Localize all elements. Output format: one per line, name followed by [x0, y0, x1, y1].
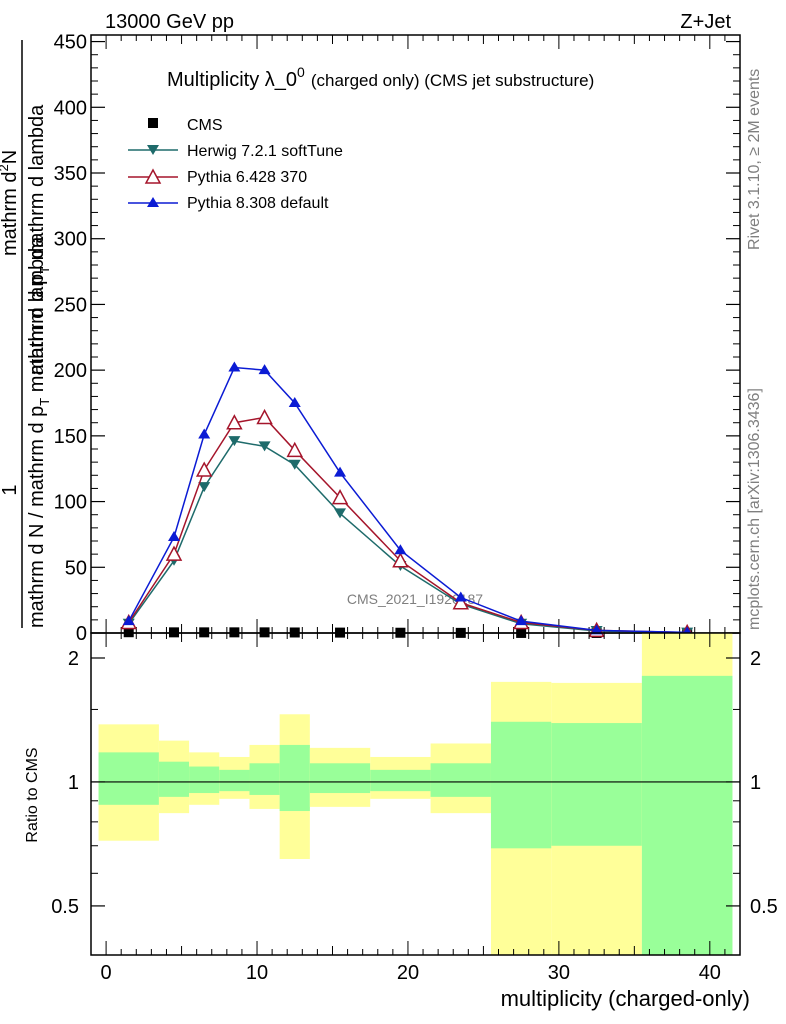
- ratio-band-green: [430, 763, 491, 797]
- ratio-band-green: [641, 675, 733, 955]
- ratio-plot-frame: [90, 632, 741, 956]
- mcplots-label: mcplots.cern.ch [arXiv:1306.3436]: [746, 388, 763, 630]
- y-axis-label: 1 mathrm d N / mathrm d pT mathrm d lamb…: [0, 40, 52, 628]
- ratio-tick-label-right: 2: [750, 648, 761, 670]
- pythia8-point: [334, 466, 347, 477]
- ratio-band-green: [158, 761, 190, 797]
- series-line-1: [128, 440, 688, 634]
- legend-herwig-label: Herwig 7.2.1 softTune: [187, 143, 343, 160]
- ratio-band-green: [490, 721, 552, 849]
- pythia8-point: [168, 531, 181, 542]
- ratio-band-green: [279, 744, 310, 812]
- herwig-point: [258, 441, 271, 452]
- ratio-band-green: [219, 769, 250, 792]
- ratio-x-ticks: 0 10 20 30 40: [101, 633, 726, 984]
- ratio-band-green: [370, 769, 431, 792]
- ratio-tick-label: 2: [68, 648, 79, 670]
- ratio-y-ticks: 0.5 0.5 1 1 2 2: [51, 648, 778, 918]
- ratio-band-green: [309, 763, 371, 794]
- ratio-bands: [98, 633, 733, 955]
- ratio-tick-label-right: 0.5: [750, 896, 778, 918]
- pythia6-point: [286, 441, 304, 458]
- y-tick-label: 450: [54, 32, 87, 54]
- pythia8-point: [122, 615, 135, 626]
- pythia6-point: [392, 552, 409, 568]
- x-tick-label: 0: [101, 962, 112, 984]
- y-tick-label: 0: [76, 623, 87, 645]
- legend-pythia6-marker: [144, 168, 162, 184]
- plot-title: Multiplicity λ_00 (charged only) (CMS jet…: [167, 64, 594, 91]
- x-tick-label: 30: [548, 962, 570, 984]
- pythia6-point: [195, 461, 213, 477]
- pythia8-point: [288, 397, 301, 407]
- y-tick-label: 200: [54, 360, 87, 382]
- pythia6-point: [165, 545, 183, 561]
- y-tick-label: 50: [65, 557, 87, 579]
- y-tick-label: 400: [54, 97, 87, 119]
- ratio-band-green: [249, 763, 280, 795]
- pythia8-point: [198, 428, 211, 439]
- svg-text:mathrm d pT mathrm d lambda: mathrm d pT mathrm d lambda: [26, 104, 52, 375]
- svg-text:mathrm d2N: mathrm d2N: [0, 150, 21, 256]
- pythia6-point: [452, 594, 470, 610]
- legend-herwig-marker: [147, 145, 159, 155]
- pythia8-point: [258, 364, 271, 375]
- ratio-y-label: Ratio to CMS: [24, 747, 41, 842]
- ratio-band-green: [189, 766, 220, 794]
- y-tick-label: 150: [54, 426, 87, 448]
- ratio-band-green: [551, 723, 642, 846]
- legend-pythia8-marker: [147, 197, 159, 207]
- y-tick-label: 300: [54, 229, 87, 251]
- svg-text:1: 1: [0, 484, 21, 495]
- pythia6-point: [331, 489, 349, 505]
- x-tick-label: 20: [397, 962, 419, 984]
- rivet-version-label: Rivet 3.1.10, ≥ 2M events: [746, 69, 763, 250]
- legend-cms-marker: [148, 118, 158, 128]
- x-tick-label: 40: [699, 962, 721, 984]
- legend-pythia8-label: Pythia 8.308 default: [187, 195, 329, 212]
- ratio-tick-label-right: 1: [750, 772, 761, 794]
- cms-data-point: [123, 627, 134, 638]
- energy-label: 13000 GeV pp: [105, 11, 234, 33]
- series-line-2: [128, 416, 688, 634]
- ratio-tick-label: 0.5: [51, 896, 79, 918]
- process-label: Z+Jet: [680, 11, 731, 33]
- pythia8-point: [454, 591, 467, 602]
- ratio-band-green: [98, 752, 159, 805]
- x-tick-label: 10: [246, 962, 268, 984]
- pythia6-point: [226, 414, 243, 430]
- ratio-tick-label: 1: [68, 772, 79, 794]
- pythia8-point: [228, 361, 241, 372]
- y-tick-label: 350: [54, 163, 87, 185]
- y-tick-label: 100: [54, 492, 87, 514]
- pythia8-point: [590, 624, 603, 635]
- legend: CMS Herwig 7.2.1 softTune Pythia 6.428 3…: [128, 117, 343, 212]
- herwig-point: [198, 482, 211, 493]
- herwig-point: [228, 436, 241, 447]
- pythia8-point: [515, 615, 528, 626]
- herwig-point: [334, 508, 347, 519]
- pythia6-point: [256, 408, 273, 425]
- legend-cms-label: CMS: [187, 117, 223, 134]
- series-line-3: [128, 366, 688, 634]
- x-axis-label: multiplicity (charged-only): [501, 986, 750, 1011]
- pythia8-point: [394, 544, 407, 555]
- svg-text:mathrm d N / mathrm d pT mathr: mathrm d N / mathrm d pT mathrm d lambda: [26, 236, 52, 628]
- herwig-point: [288, 459, 301, 470]
- main-y-ticks: 0 50 100 150 200 250 300 350 400 450: [54, 32, 740, 645]
- legend-pythia6-label: Pythia 6.428 370: [187, 169, 307, 186]
- y-tick-label: 250: [54, 294, 87, 316]
